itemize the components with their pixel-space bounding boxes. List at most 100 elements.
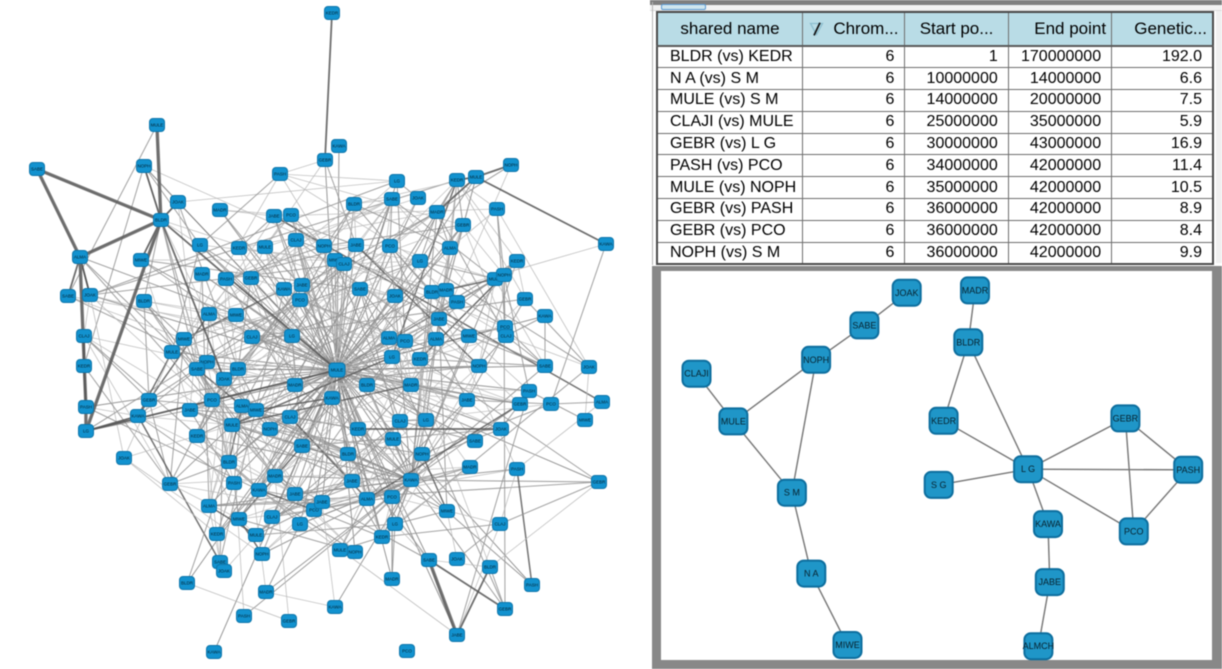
svg-text:JABE: JABE: [316, 500, 327, 505]
svg-text:CLAJ: CLAJ: [78, 334, 89, 339]
svg-text:GEBR: GEBR: [164, 482, 178, 487]
svg-text:JABE: JABE: [184, 408, 195, 413]
svg-text:LG: LG: [289, 334, 296, 339]
svg-text:MULE: MULE: [331, 368, 344, 373]
svg-text:NOPH: NOPH: [317, 244, 330, 249]
svg-text:SABE: SABE: [296, 444, 308, 449]
svg-text:MIWE: MIWE: [135, 258, 147, 263]
svg-text:GEBR: GEBR: [499, 607, 513, 612]
svg-text:MIWE: MIWE: [441, 509, 453, 514]
svg-text:PASH: PASH: [238, 614, 250, 619]
svg-text:JABE: JABE: [1039, 577, 1062, 587]
svg-text:ALMA: ALMA: [236, 404, 248, 409]
svg-text:NOPH: NOPH: [137, 164, 150, 169]
svg-text:MIWE: MIWE: [178, 337, 190, 342]
svg-text:BLDR: BLDR: [138, 299, 151, 304]
svg-text:LG: LG: [83, 429, 90, 434]
svg-text:MULE: MULE: [151, 123, 164, 128]
svg-text:L G: L G: [1021, 464, 1035, 474]
svg-text:MIWE: MIWE: [835, 640, 860, 650]
svg-text:JABE: JABE: [451, 633, 462, 638]
svg-text:PCO: PCO: [387, 495, 397, 500]
svg-text:PCO: PCO: [286, 213, 296, 218]
svg-text:KAWA: KAWA: [600, 242, 613, 247]
svg-text:MIWE: MIWE: [579, 418, 591, 423]
svg-text:GEBR: GEBR: [245, 276, 259, 281]
svg-text:KAWA: KAWA: [208, 650, 221, 655]
svg-text:BLDR: BLDR: [956, 337, 981, 347]
svg-text:JOAK: JOAK: [412, 196, 424, 201]
svg-text:SABE: SABE: [386, 197, 398, 202]
svg-text:ALMA: ALMA: [74, 255, 86, 260]
svg-text:PASH: PASH: [228, 481, 240, 486]
svg-text:NOPH: NOPH: [803, 355, 829, 365]
svg-text:JABE: JABE: [296, 283, 307, 288]
svg-text:MULE: MULE: [387, 437, 400, 442]
svg-text:MADR: MADR: [430, 210, 444, 215]
svg-text:ALMA: ALMA: [203, 504, 215, 509]
svg-text:ALMA: ALMA: [203, 312, 215, 317]
svg-text:MADR: MADR: [385, 577, 399, 582]
svg-text:CLAJ: CLAJ: [338, 262, 349, 267]
svg-text:SABE: SABE: [539, 364, 551, 369]
svg-text:MIWE: MIWE: [329, 258, 341, 263]
svg-text:CLAJ: CLAJ: [290, 238, 301, 243]
svg-text:MULE: MULE: [470, 175, 483, 180]
svg-text:BLDR: BLDR: [181, 581, 194, 586]
svg-text:JABE: JABE: [461, 398, 472, 403]
svg-text:LG: LG: [423, 418, 430, 423]
svg-text:GEBR: GEBR: [1113, 413, 1139, 423]
svg-text:LG: LG: [417, 259, 424, 264]
svg-text:NOPH: NOPH: [415, 452, 428, 457]
svg-text:GEBR: GEBR: [519, 297, 533, 302]
svg-text:PCO: PCO: [385, 244, 395, 249]
svg-text:KAWA: KAWA: [326, 396, 339, 401]
svg-text:SABE: SABE: [469, 439, 481, 444]
svg-text:KEDR: KEDR: [78, 364, 91, 369]
svg-text:NOPH: NOPH: [255, 552, 268, 557]
svg-text:JOAK: JOAK: [218, 377, 230, 382]
svg-text:SABE: SABE: [354, 287, 366, 292]
svg-text:MIWE: MIWE: [463, 334, 475, 339]
svg-text:JABE: JABE: [346, 479, 357, 484]
svg-text:SABE: SABE: [191, 367, 203, 372]
svg-text:KAWA: KAWA: [329, 605, 342, 610]
svg-text:PASH: PASH: [80, 405, 92, 410]
svg-text:MULE: MULE: [334, 548, 347, 553]
svg-text:KEDR: KEDR: [326, 11, 339, 16]
svg-text:CLAJ: CLAJ: [394, 419, 405, 424]
svg-text:MIWE: MIWE: [233, 517, 245, 522]
svg-text:NOPH: NOPH: [200, 360, 213, 365]
svg-text:S M: S M: [784, 488, 800, 498]
svg-text:KAWA: KAWA: [1035, 519, 1061, 529]
svg-text:LG: LG: [392, 522, 399, 527]
svg-text:PASH: PASH: [491, 207, 503, 212]
svg-text:GEBR: GEBR: [319, 158, 333, 163]
svg-text:NOPH: NOPH: [348, 550, 361, 555]
svg-text:SABE: SABE: [62, 294, 74, 299]
svg-text:JOAK: JOAK: [218, 569, 230, 574]
svg-text:CLAJ: CLAJ: [266, 515, 277, 520]
svg-text:JOAK: JOAK: [172, 200, 184, 205]
svg-text:MADR: MADR: [213, 208, 227, 213]
svg-text:MIWE: MIWE: [250, 408, 262, 413]
svg-text:MADR: MADR: [195, 272, 209, 277]
svg-text:KAWA: KAWA: [132, 414, 145, 419]
svg-text:MULE: MULE: [489, 277, 502, 282]
svg-text:BLDR: BLDR: [426, 290, 439, 295]
svg-text:NOPH: NOPH: [504, 163, 517, 168]
svg-text:KEDR: KEDR: [451, 178, 464, 183]
svg-text:KEDR: KEDR: [233, 246, 246, 251]
svg-text:BLDR: BLDR: [484, 565, 497, 570]
svg-text:JABE: JABE: [350, 243, 361, 248]
svg-text:PCO: PCO: [309, 508, 319, 513]
svg-text:PASH: PASH: [220, 277, 232, 282]
svg-text:ALMA: ALMA: [444, 246, 456, 251]
svg-text:KEDR: KEDR: [414, 357, 427, 362]
svg-text:KAWA: KAWA: [405, 478, 418, 483]
svg-text:N A: N A: [804, 569, 819, 579]
svg-text:MULE: MULE: [226, 423, 239, 428]
svg-text:PASH: PASH: [526, 583, 538, 588]
svg-text:PASH: PASH: [511, 467, 523, 472]
svg-text:ALMA: ALMA: [430, 337, 442, 342]
